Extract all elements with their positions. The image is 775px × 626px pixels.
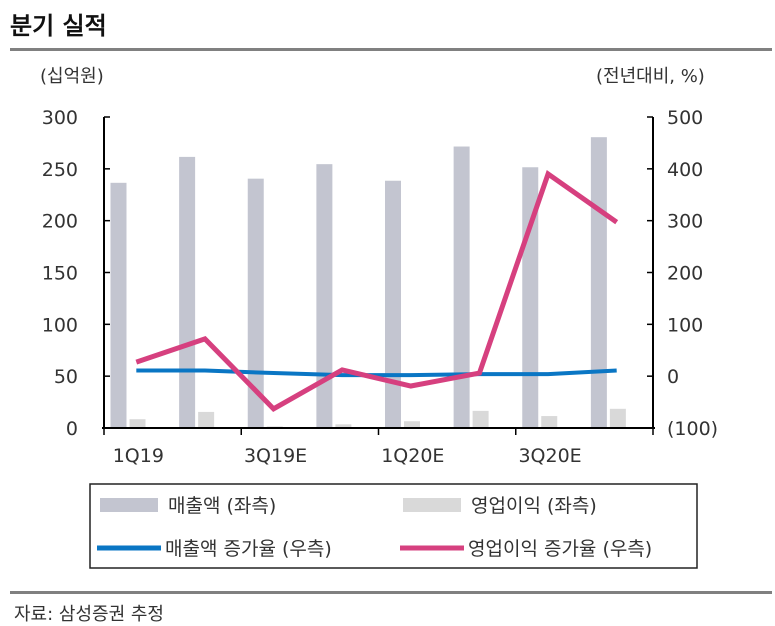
legend-swatch xyxy=(403,498,461,512)
left-tick-label: 100 xyxy=(42,314,78,336)
legend-box xyxy=(89,483,698,569)
op-growth-line xyxy=(135,170,619,412)
left-tick-label: 50 xyxy=(54,366,78,388)
left-tick-label: 150 xyxy=(42,263,78,285)
revenue-bar xyxy=(452,145,471,429)
right-tick-label: 500 xyxy=(667,107,703,129)
right-tick-label: (100) xyxy=(667,418,718,440)
op-profit-bar xyxy=(197,410,216,429)
revenue-bar xyxy=(589,136,608,429)
legend-label: 매출액 증가율 (우측) xyxy=(165,538,332,560)
op-profit-bar xyxy=(403,420,421,429)
revenue-bar xyxy=(178,155,197,429)
op-profit-bar xyxy=(128,418,147,429)
legend-swatch xyxy=(100,498,158,512)
right-tick-label: 400 xyxy=(667,159,703,181)
right-tick-label: 300 xyxy=(667,211,703,233)
x-tick-label: 3Q20E xyxy=(518,445,581,467)
op-profit-bar xyxy=(471,409,490,429)
legend-label: 매출액 (좌측) xyxy=(168,495,276,517)
op-profit-bar xyxy=(608,407,627,429)
x-tick-label: 1Q20E xyxy=(381,445,444,467)
left-tick-label: 300 xyxy=(42,107,78,129)
op-profit-bar xyxy=(540,415,559,429)
left-tick-label: 0 xyxy=(66,418,78,440)
right-axis-unit: (전년대비, %) xyxy=(596,66,705,87)
left-axis-unit: (십억원) xyxy=(40,66,104,87)
right-tick-label: 100 xyxy=(667,314,703,336)
revenue-bar xyxy=(384,179,402,429)
revenue-bar xyxy=(315,163,334,429)
revenue-growth-line xyxy=(136,368,617,378)
right-tick-label: 200 xyxy=(667,263,703,285)
left-tick-label: 250 xyxy=(42,159,78,181)
x-tick-label: 3Q19E xyxy=(244,445,307,467)
source-divider xyxy=(10,591,772,594)
title-divider xyxy=(10,48,772,51)
right-tick-label: 0 xyxy=(667,366,679,388)
legend-label: 영업이익 (좌측) xyxy=(471,495,597,517)
source-note: 자료: 삼성증권 추정 xyxy=(14,604,164,625)
x-tick-label: 1Q19 xyxy=(113,445,164,467)
left-tick-label: 200 xyxy=(42,211,78,233)
legend-label: 영업이익 증가율 (우측) xyxy=(468,538,652,560)
revenue-bar xyxy=(109,181,128,429)
chart-title: 분기 실적 xyxy=(10,12,107,40)
